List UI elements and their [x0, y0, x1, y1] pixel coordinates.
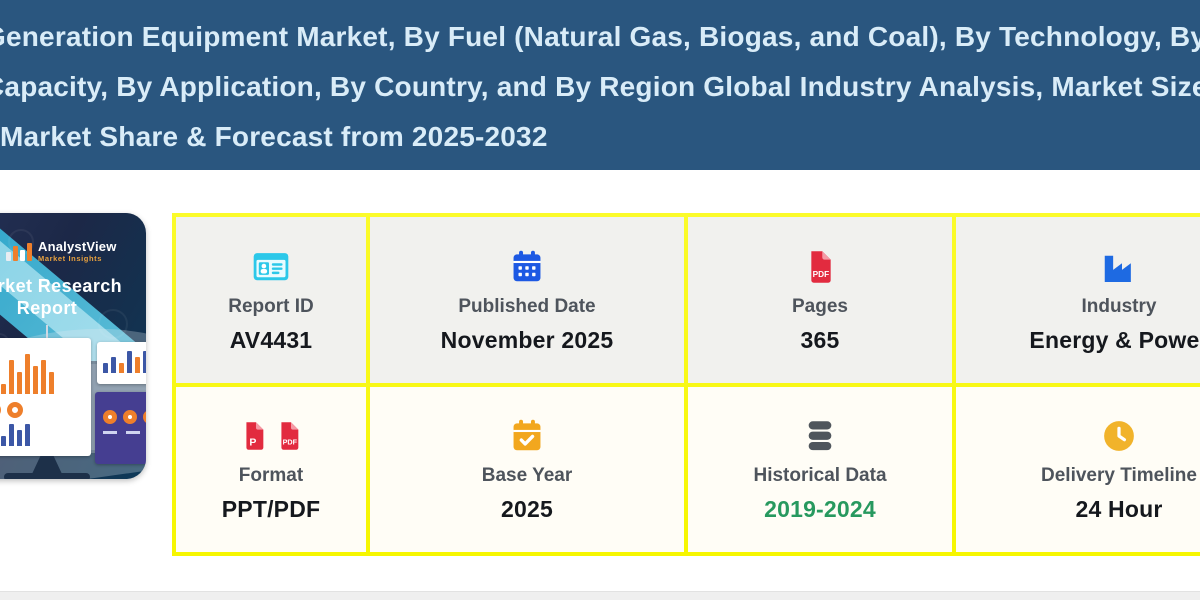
card-label: Historical Data: [753, 465, 887, 486]
analystview-logo: AnalystView Market Insights: [6, 239, 146, 263]
base-year-card: Base Year 2025: [370, 387, 684, 552]
mini-donut-charts: [103, 410, 146, 424]
card-value: 24 Hour: [1075, 496, 1163, 522]
mini-legend-dashes: [103, 431, 146, 434]
database-icon: [803, 416, 837, 456]
ppt-pdf-file-icons: P PDF: [240, 416, 303, 456]
page-title-banner: Generation Equipment Market, By Fuel (Na…: [0, 0, 1200, 170]
brand-name: AnalystView: [38, 239, 117, 254]
card-value: Energy & Power: [1029, 326, 1200, 353]
monitor-stand: [32, 456, 62, 474]
svg-text:PDF: PDF: [282, 438, 297, 447]
monitor-illustration: [0, 338, 146, 464]
mini-donut-charts: [0, 402, 83, 418]
monitor-stand-base: [4, 473, 90, 479]
calendar-icon: [510, 247, 544, 287]
pdf-file-icon: PDF: [280, 422, 298, 450]
pdf-file-icon: PDF: [804, 247, 836, 287]
card-label: Report ID: [228, 295, 314, 317]
report-cover-image[interactable]: AnalystView Market Insights Market Resea…: [0, 213, 146, 479]
factory-icon: [1101, 247, 1137, 287]
chart-card-illustration: [95, 392, 146, 464]
cover-title: Market Research Report: [0, 275, 146, 319]
svg-text:PDF: PDF: [813, 269, 830, 278]
page-title-line-1: Generation Equipment Market, By Fuel (Na…: [0, 21, 1200, 52]
mini-bar-chart: [103, 349, 146, 373]
svg-text:P: P: [249, 436, 256, 448]
cover-title-line-2: Report: [16, 298, 78, 318]
mini-bar-chart: [0, 354, 83, 394]
card-value: 2025: [501, 496, 553, 522]
card-label: Published Date: [458, 295, 596, 317]
card-value: AV4431: [229, 326, 313, 353]
page-title: Generation Equipment Market, By Fuel (Na…: [0, 12, 1200, 162]
clock-icon: [1102, 416, 1136, 456]
card-label: Industry: [1081, 295, 1157, 317]
brand-tagline: Market Insights: [38, 254, 103, 263]
bar-chart-logo-icon: [6, 241, 32, 261]
card-value: 365: [800, 326, 840, 353]
industry-card: Industry Energy & Power: [956, 217, 1200, 383]
page-title-line-3: , Market Share & Forecast from 2025-2032: [0, 121, 548, 152]
calendar-check-icon: [510, 416, 544, 456]
id-card-icon: [252, 247, 290, 287]
mini-bar-chart: [0, 424, 83, 446]
delivery-timeline-card: Delivery Timeline 24 Hour: [956, 387, 1200, 552]
cover-watermark: [98, 309, 128, 339]
chart-card-illustration: [0, 338, 91, 456]
card-label: Delivery Timeline: [1041, 465, 1197, 486]
cover-title-line-1: Market Research: [0, 276, 123, 296]
card-label: Format: [238, 465, 304, 486]
published-date-card: Published Date November 2025: [370, 217, 684, 383]
ppt-file-icon: P: [245, 422, 263, 450]
bottom-divider-strip: [0, 591, 1200, 600]
card-value: November 2025: [440, 326, 614, 353]
page-title-line-2: Capacity, By Application, By Country, an…: [0, 71, 1200, 102]
card-value: PPT/PDF: [221, 496, 321, 522]
report-meta-table: Report ID AV4431 Published Date November…: [172, 213, 1200, 556]
report-id-card: Report ID AV4431: [176, 217, 366, 383]
pages-card: PDF Pages 365: [688, 217, 952, 383]
card-value: 2019-2024: [764, 496, 876, 522]
card-label: Pages: [792, 295, 848, 317]
historical-data-card: Historical Data 2019-2024: [688, 387, 952, 552]
chart-card-illustration: [97, 342, 146, 384]
format-card: P PDF Format PPT/PDF: [176, 387, 366, 552]
card-label: Base Year: [481, 465, 573, 486]
